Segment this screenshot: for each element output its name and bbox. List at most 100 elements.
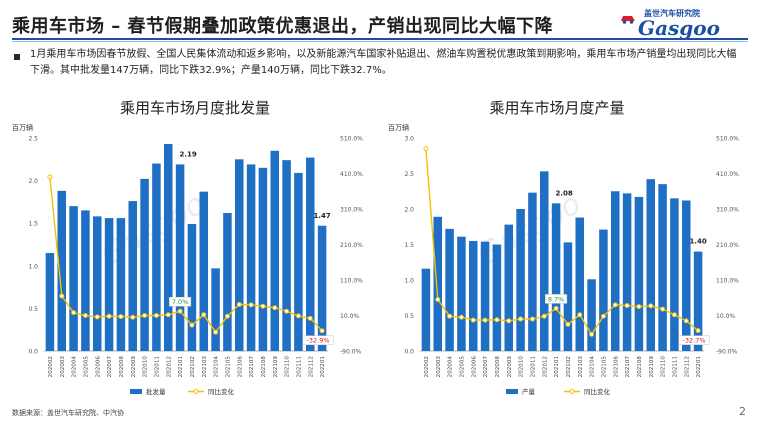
logo-text-en: Gasgoo [638,16,720,40]
wholesale-yoy-point-202105 [224,313,230,319]
production-x-tick: 202111 [672,356,678,378]
production-bar-202107 [622,193,632,351]
production-yoy-line [425,148,699,336]
wholesale-legend-bar-label: 批发量 [146,387,166,396]
wholesale-x-tick: 202105 [225,356,231,378]
wholesale-yoy-label: 7.0% [172,298,189,306]
production-yoy-point-202201 [695,328,701,334]
production-yoy-point-202005 [458,314,464,320]
wholesale-y-tick: 0.5 [28,306,38,313]
wholesale-y2-tick: 410.0% [340,171,363,178]
wholesale-bar-202201 [317,225,327,351]
wholesale-x-tick: 202008 [119,356,125,378]
production-y2-tick: 410.0% [716,171,739,178]
chart-title-production: 乘用车市场月度产量 [489,99,625,117]
wholesale-bar-202009 [128,201,138,351]
wholesale-yoy-point-202201 [319,328,325,334]
production-x-tick: 202006 [471,356,477,378]
production-yoy-point-202011 [529,316,535,322]
production-y2-tick: 510.0% [716,136,739,143]
wholesale-y-tick: 2.5 [28,136,38,143]
wholesale-y2-tick: -90.0% [340,349,362,356]
production-yoy-point-202010 [518,316,524,322]
wholesale-x-tick: 202007 [107,356,113,378]
wholesale-x-tick: 202110 [285,356,291,378]
production-bar-202101 [551,203,561,351]
wholesale-yoy-point-202111 [295,313,301,319]
production-yoy-point-202109 [648,303,654,309]
wholesale-x-tick: 202106 [237,356,243,378]
production-yoy-point-202112 [683,318,689,324]
production-yoy-point-202108 [636,304,642,310]
production-yoy-point-202107 [624,303,630,309]
wholesale-bar-202005 [81,210,90,351]
production-x-tick: 202012 [542,356,548,377]
production-yoy-point-202003 [435,297,441,303]
wholesale-x-tick: 202108 [261,356,267,378]
wholesale-bar-202006 [92,216,102,351]
wholesale-x-tick: 202109 [273,356,279,378]
production-bar-202109 [646,179,656,351]
wholesale-yoy-point-202112 [307,315,313,321]
production-legend-line-label: 同比变化 [584,387,611,396]
wholesale-y2-tick: 10.0% [340,313,359,320]
production-bar-202104 [587,279,596,351]
summary-text: 1月乘用车市场因春节放假、全国人民集体流动和返乡影响，以及新能源汽车国家补贴退出… [30,49,737,76]
wholesale-yoy-point-202012 [165,312,171,318]
wholesale-x-tick: 202011 [154,356,160,378]
wholesale-yoy-point-202101 [177,308,183,314]
wholesale-yoy-point-202005 [82,313,88,318]
production-yoy-point-202006 [470,317,476,323]
production-bar-202007 [480,241,490,351]
production-x-tick: 202109 [649,356,655,378]
production-bar-202106 [610,191,620,351]
production-bar-label: 1.40 [689,238,706,246]
production-x-tick: 202104 [590,356,596,378]
production-x-tick: 202105 [601,356,607,378]
production-x-tick: 202108 [637,356,643,378]
wholesale-y-tick: 0.0 [28,349,38,356]
wholesale-x-tick: 202003 [60,356,66,378]
production-bar-202011 [528,192,537,351]
wholesale-yoy-point-202109 [272,305,278,311]
wholesale-bar-202112 [305,157,315,351]
production-y-tick: 1.0 [404,278,414,285]
wholesale-yoy-point-202002 [47,174,53,180]
page-number: 2 [739,405,746,418]
header-rule [12,38,748,40]
production-x-tick: 202004 [448,356,454,378]
production-bar-202008 [492,244,502,351]
wholesale-bar-202012 [163,143,173,351]
wholesale-bar-202010 [140,178,149,351]
production-x-tick: 202201 [696,356,702,378]
wholesale-x-tick: 202005 [83,356,89,378]
wholesale-bar-202008 [116,218,126,351]
wholesale-chart: Gasgoo百万辆0.00.51.01.52.02.5-90.0%10.0%11… [12,123,363,396]
production-yoy-point-202111 [671,312,677,318]
wholesale-x-tick: 202201 [320,356,326,378]
production-yoy-point-202105 [600,313,606,319]
production-yoy-label: 8.7% [548,295,565,303]
wholesale-y2-tick: 310.0% [340,207,363,214]
wholesale-x-tick: 202107 [249,356,255,378]
production-bar-202002 [421,268,431,351]
production-x-tick: 202010 [519,356,525,378]
wholesale-yoy-label-box [302,335,334,345]
wholesale-bar-202105 [223,212,232,351]
production-bar-202105 [599,229,608,351]
wholesale-x-tick: 202112 [308,356,314,377]
production-bar-202010 [516,209,525,351]
production-chart: Gasgoo百万辆0.00.51.01.52.02.53.0-90.0%10.0… [388,123,739,396]
production-x-tick: 202102 [566,356,572,377]
production-bar-202009 [504,224,514,351]
wholesale-bar-202004 [69,206,78,351]
wholesale-legend-line-marker [193,389,199,394]
wholesale-x-tick: 202111 [296,356,302,378]
wholesale-yoy-point-202011 [153,313,159,318]
production-yoy-point-202110 [660,306,666,312]
production-x-tick: 202110 [661,356,667,378]
production-bar-202111 [670,198,679,351]
wholesale-yoy-point-202009 [130,314,136,320]
wholesale-legend-line-label: 同比变化 [208,387,235,396]
production-bar-202112 [681,200,691,351]
